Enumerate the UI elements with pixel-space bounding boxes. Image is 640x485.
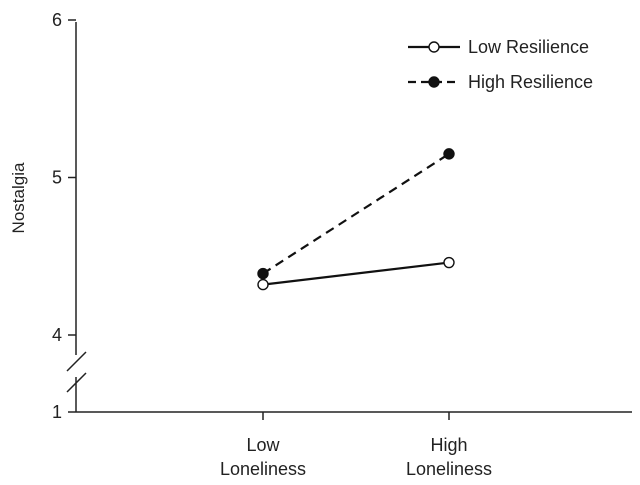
point-high-resilience-0: [257, 267, 269, 280]
series-line-low-resilience: [262, 261, 450, 286]
legend-label-low-resilience: Low Resilience: [468, 37, 589, 57]
legend-marker-low-resilience: [428, 41, 440, 53]
x-tick-label-0: Low Loneliness: [220, 435, 306, 479]
y-axis: [66, 22, 87, 412]
series-layer: [257, 148, 455, 291]
point-low-resilience-1: [443, 256, 455, 269]
series-line-high-resilience: [262, 152, 450, 275]
legend-label-high-resilience: High Resilience: [468, 72, 593, 92]
axis-break-mark-lower: [66, 372, 87, 393]
y-axis-title: Nostalgia: [9, 162, 28, 233]
legend-item-high-resilience: High Resilience: [408, 72, 593, 92]
point-high-resilience-1: [443, 148, 455, 160]
y-tick-label-1: 1: [52, 402, 62, 422]
y-tick-label-4: 4: [52, 325, 62, 345]
y-tick-label-5: 5: [52, 168, 62, 188]
y-tick-group: 1 4 5 6: [52, 10, 76, 422]
x-tick-label-1: High Loneliness: [406, 435, 492, 479]
legend-item-low-resilience: Low Resilience: [408, 37, 589, 57]
y-tick-label-6: 6: [52, 10, 62, 30]
axis-break-mark-upper: [66, 351, 87, 372]
legend: Low Resilience High Resilience: [408, 37, 593, 92]
point-low-resilience-0: [257, 278, 269, 291]
legend-marker-high-resilience: [428, 76, 440, 88]
x-tick-group: Low Loneliness High Loneliness: [220, 412, 492, 479]
